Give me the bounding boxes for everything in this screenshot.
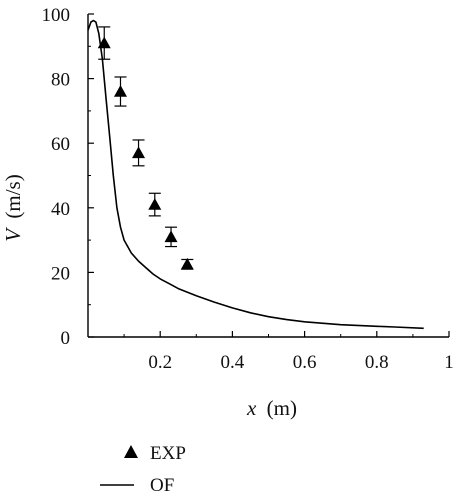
x-axis-label: x (m) bbox=[246, 396, 297, 420]
axes bbox=[87, 14, 449, 338]
x-axis-variable: x bbox=[246, 396, 257, 420]
x-tick-label: 1 bbox=[444, 352, 454, 373]
y-axis-unit: (m/s) bbox=[1, 174, 25, 218]
y-axis-variable: V bbox=[1, 227, 25, 242]
x-tick-label: 0.6 bbox=[293, 352, 317, 373]
legend: EXP OF bbox=[100, 443, 186, 496]
axis-ticks: 0 20 40 60 80 100 0.2 0.4 0.6 0.8 1 bbox=[42, 5, 454, 373]
y-tick-label: 80 bbox=[51, 70, 70, 91]
y-tick-label: 60 bbox=[51, 134, 70, 155]
y-tick-label: 0 bbox=[61, 328, 71, 349]
y-tick-label: 20 bbox=[51, 263, 70, 284]
y-tick-label: 100 bbox=[42, 5, 71, 26]
y-tick-label: 40 bbox=[51, 199, 70, 220]
series-of bbox=[87, 19, 424, 330]
legend-label-of: OF bbox=[150, 475, 174, 496]
x-tick-label: 0.4 bbox=[221, 352, 245, 373]
exp-point bbox=[113, 85, 127, 97]
x-tick-label: 0.2 bbox=[148, 352, 172, 373]
series-exp bbox=[97, 26, 194, 270]
legend-label-exp: EXP bbox=[150, 443, 186, 464]
exp-point bbox=[148, 198, 162, 210]
exp-point bbox=[180, 257, 194, 270]
legend-marker-exp bbox=[124, 445, 138, 458]
x-tick-label: 0.8 bbox=[365, 352, 389, 373]
series-of-line bbox=[87, 19, 424, 330]
x-axis-unit: (m) bbox=[267, 396, 297, 420]
exp-point bbox=[97, 36, 111, 49]
exp-point bbox=[132, 146, 146, 159]
exp-point bbox=[164, 230, 178, 243]
y-axis-label: V (m/s) bbox=[1, 174, 25, 241]
